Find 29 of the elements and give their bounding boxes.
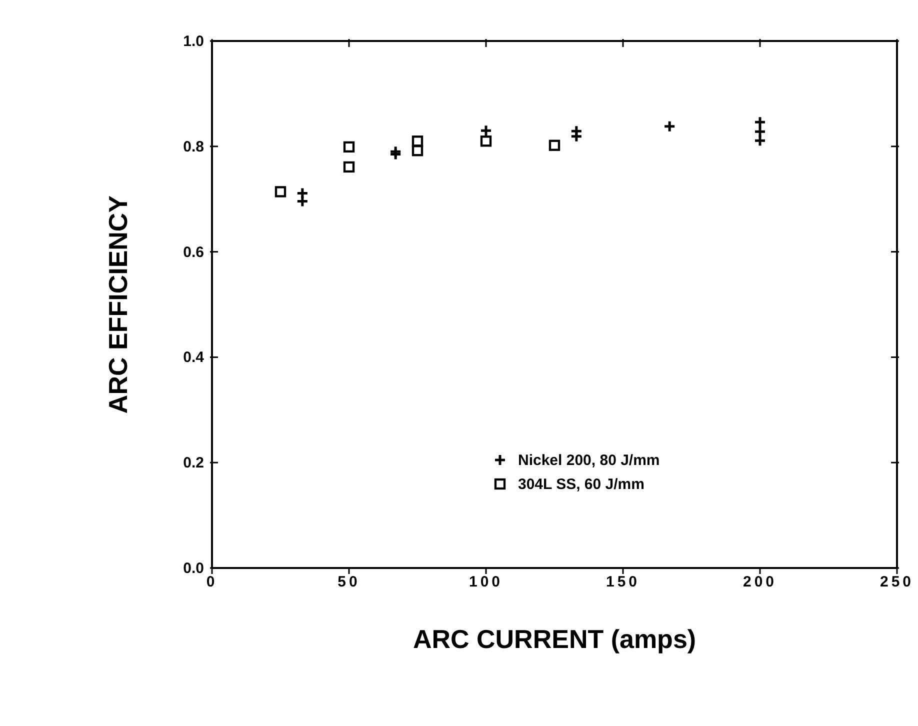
x-tick-label: 0 [206,574,218,591]
x-tick-label: 50 [338,574,360,591]
y-tick-label: 0.0 [183,560,204,577]
point [480,136,492,147]
y-tick-label: 0.6 [183,244,204,261]
point [389,148,402,161]
x-tick-label: 100 [468,574,504,591]
point [296,194,309,208]
x-tick-label: 200 [742,574,778,591]
y-axis-title: ARC EFFICIENCY [103,195,134,414]
point [754,116,766,128]
legend-label: 304L SS, 60 J/mm [518,476,644,492]
x-tick-label: 250 [880,574,914,591]
legend-label: Nickel 200, 80 J/mm [518,452,660,468]
point [754,125,766,138]
point [480,124,492,137]
point [754,134,766,147]
point [548,140,560,151]
point [343,141,355,153]
x-axis-title: ARC CURRENT (amps) [412,624,696,654]
point [343,161,355,173]
point [412,145,424,156]
y-tick-label: 0.2 [183,454,204,472]
point [663,120,676,133]
y-tick-label: 1.0 [183,33,204,50]
x-tick-label: 150 [606,574,640,591]
y-tick-label: 0.4 [183,349,205,366]
point [274,186,286,198]
y-tick-label: 0.8 [183,138,204,156]
